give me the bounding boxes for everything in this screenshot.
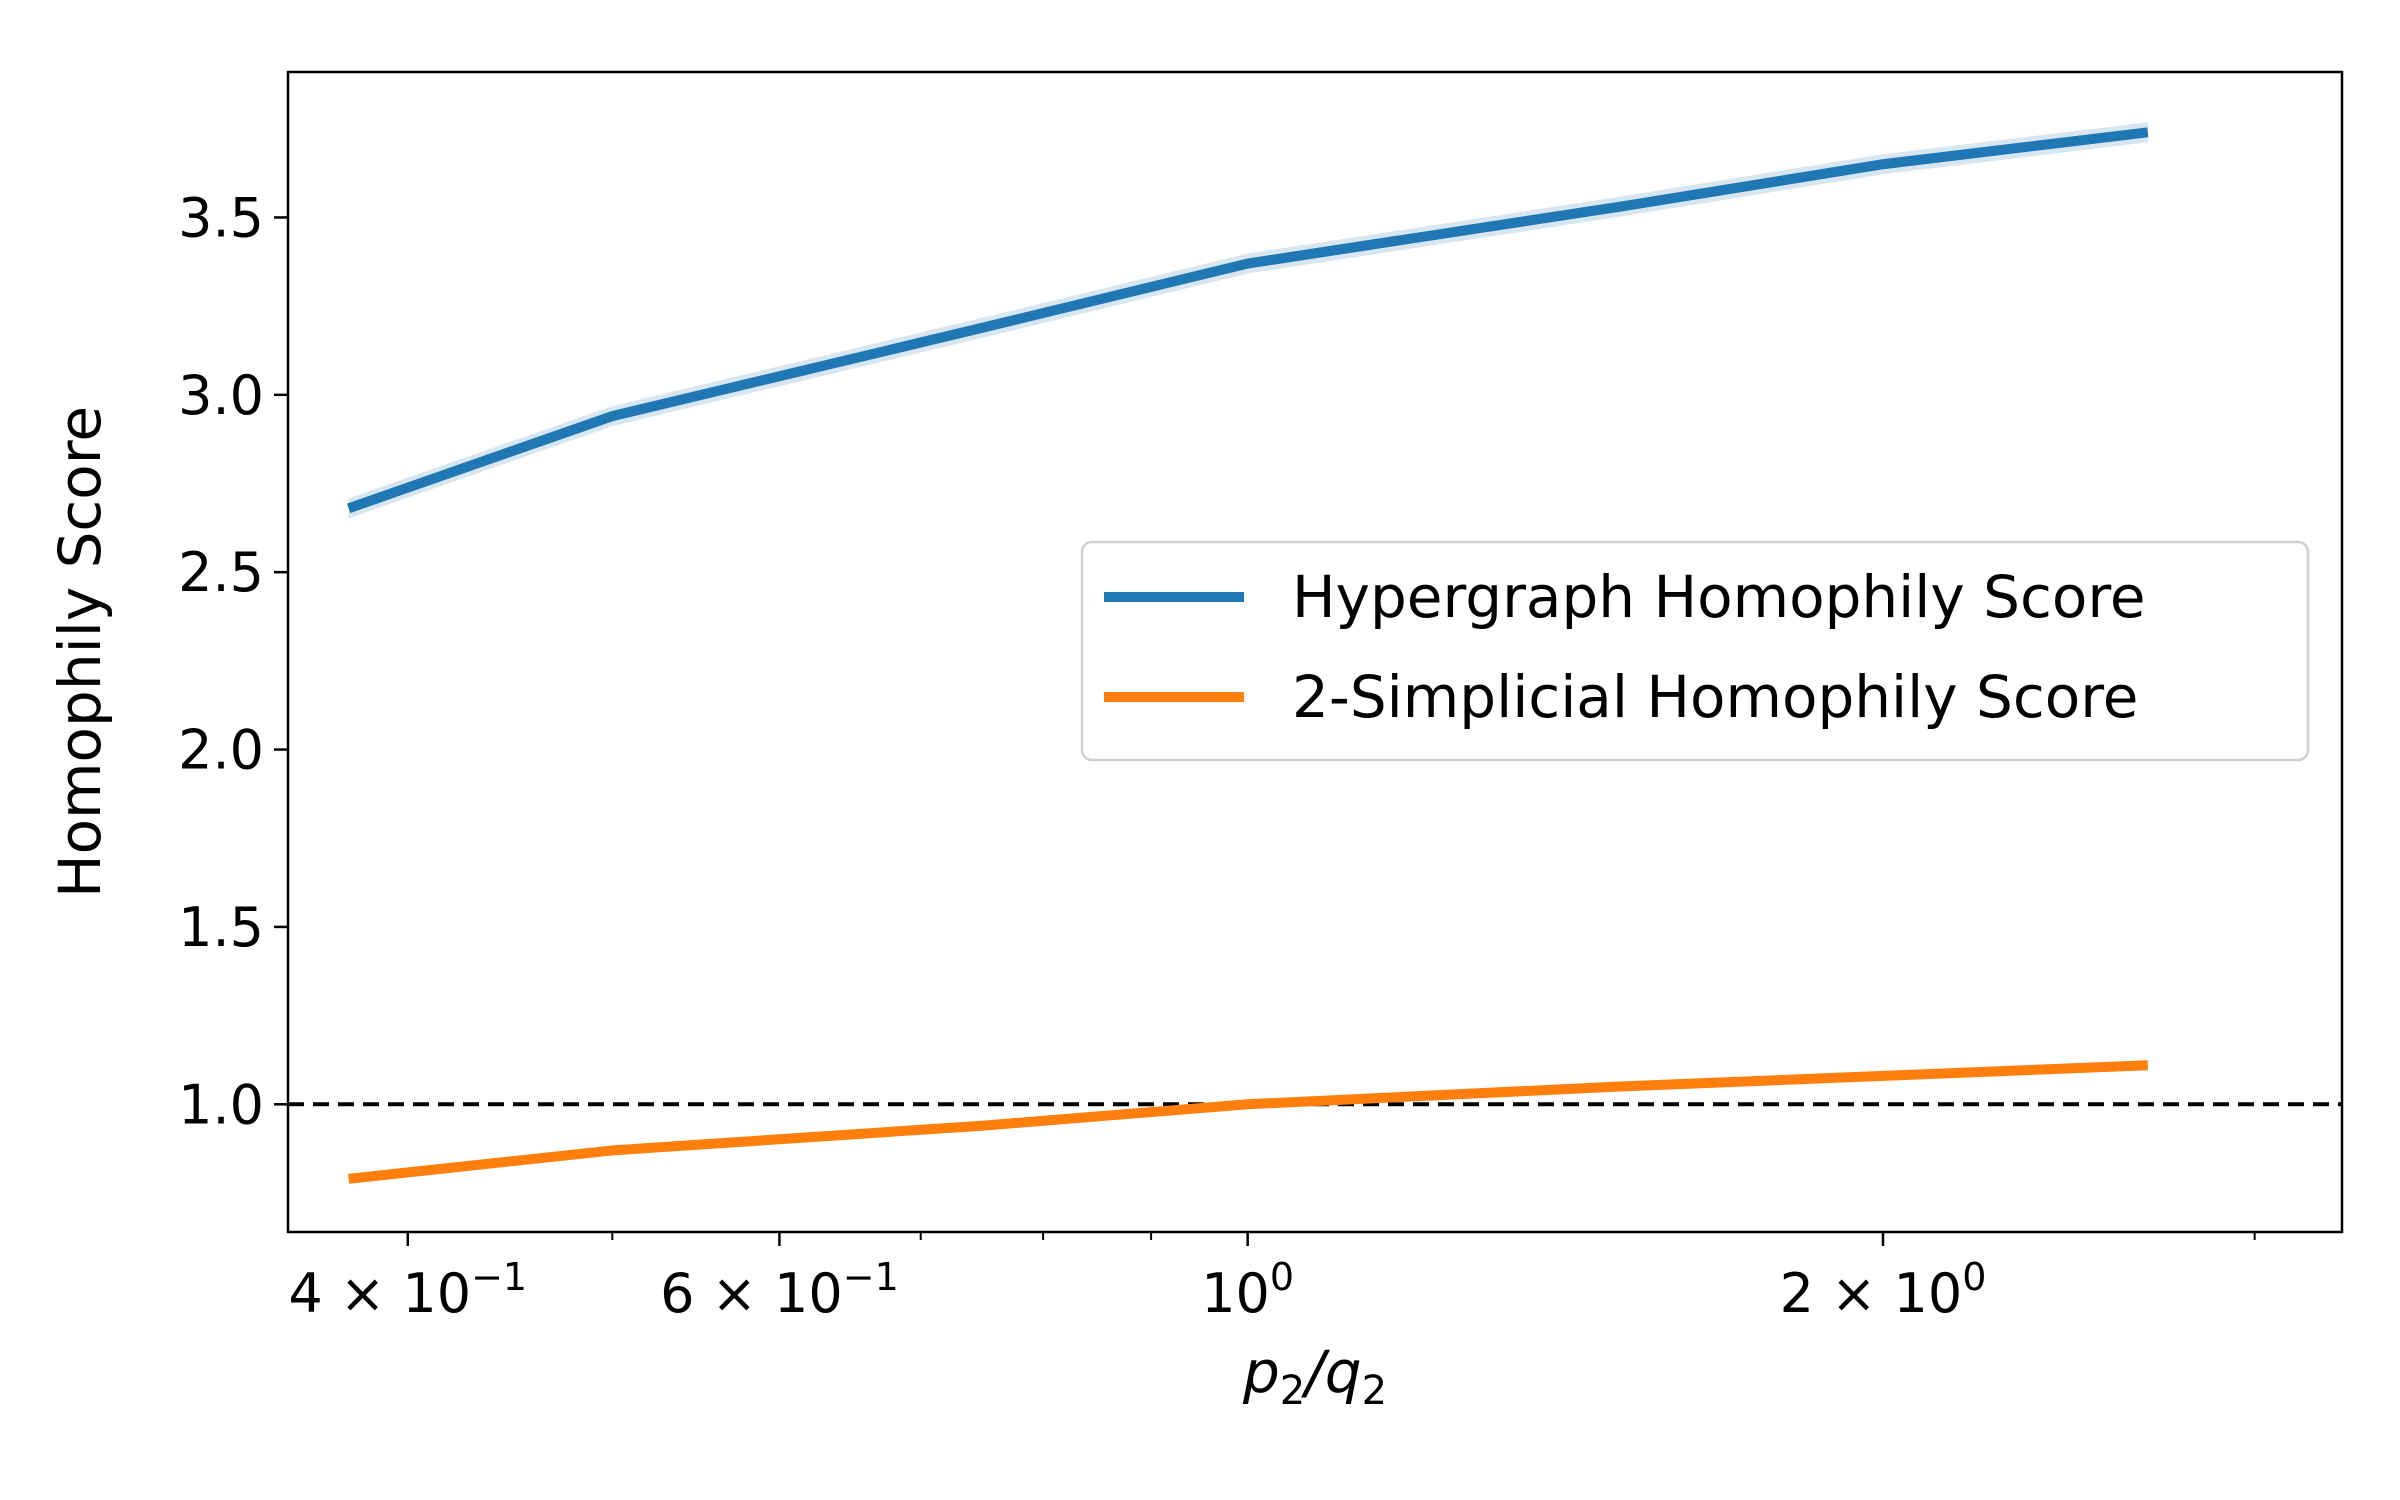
legend-box [1080,540,2310,762]
legend-label-1: Hypergraph Homophily Score [1292,563,2146,631]
x-tick-label: 100 [1201,1255,1294,1325]
y-tick-label: 1.0 [178,1073,264,1136]
x-axis: 4 × 10−1 6 × 10−1 100 2 × 100 [288,1232,2256,1325]
plot-frame [286,70,2344,1234]
x-tick-label: 4 × 10−1 [288,1255,527,1325]
y-tick-label: 2.5 [178,541,264,604]
y-tick-label: 2.0 [178,719,264,782]
legend-label-2: 2-Simplicial Homophily Score [1292,663,2139,731]
y-axis-label: Homophily Score [46,406,114,898]
legend: Hypergraph Homophily Score 2-Simplicial H… [1080,540,2310,762]
x-tick-label: 2 × 100 [1780,1255,1987,1325]
x-tick-label: 6 × 10−1 [660,1255,899,1325]
confidence-band [348,122,2148,519]
series-group [346,127,2149,1184]
x-axis-label: p2/q2 [1242,1338,1387,1414]
y-axis: 1.0 1.5 2.0 2.5 3.0 3.5 [178,186,288,1136]
legend-entries: Hypergraph Homophily Score 2-Simplicial H… [1104,563,2146,731]
confidence-bands [348,122,2148,519]
y-tick-label: 1.5 [178,896,264,959]
y-tick-label: 3.0 [178,364,264,427]
y-tick-label: 3.5 [178,186,264,249]
